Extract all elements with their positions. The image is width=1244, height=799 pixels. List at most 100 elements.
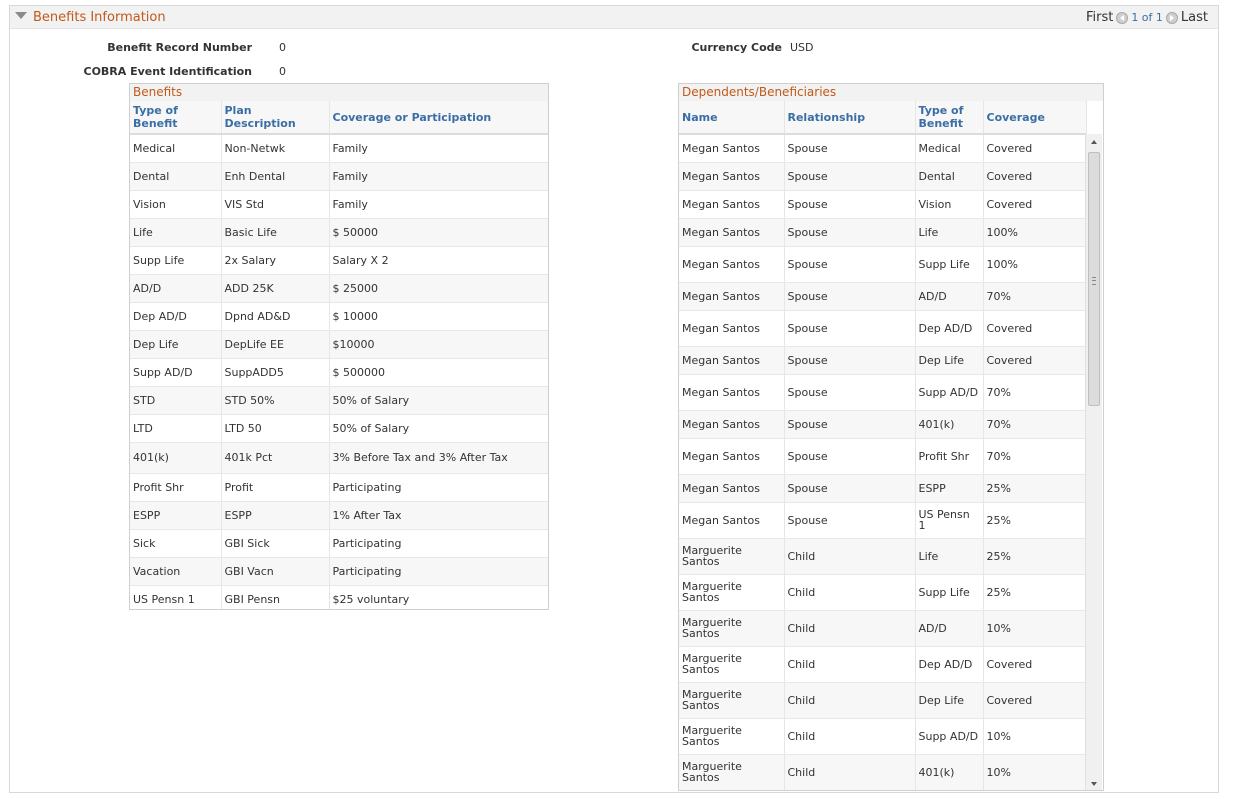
table-cell: Megan Santos	[679, 190, 785, 219]
table-cell: Supp AD/D	[130, 358, 222, 387]
table-cell: DepLife EE	[221, 330, 330, 359]
table-cell: $ 500000	[329, 358, 548, 387]
nav-count: 1 of 1	[1131, 11, 1163, 24]
column-header-coverage[interactable]: Coverage	[983, 101, 1087, 135]
table-cell: Family	[329, 162, 548, 191]
table-row: STD STD 50% 50% of Salary	[130, 386, 548, 415]
table-cell: 10%	[983, 718, 1087, 755]
table-cell: Spouse	[784, 190, 916, 219]
table-cell: 10%	[983, 610, 1087, 647]
scroll-up-icon[interactable]	[1091, 140, 1097, 144]
column-header-type-of-benefit[interactable]: Type of Benefit	[915, 101, 984, 135]
table-cell: Marguerite Santos	[679, 682, 785, 719]
column-header-coverage-or-participation[interactable]: Coverage or Participation	[329, 101, 548, 135]
table-cell: GBI Sick	[221, 529, 330, 558]
table-cell: VIS Std	[221, 190, 330, 219]
table-cell: 70%	[983, 374, 1087, 411]
collapse-arrow-icon[interactable]	[15, 12, 27, 19]
table-cell: Vision	[130, 190, 222, 219]
dependents-scrollbar[interactable]	[1085, 134, 1102, 790]
table-cell: Covered	[983, 646, 1087, 683]
table-cell: STD 50%	[221, 386, 330, 415]
table-cell: Dep Life	[130, 330, 222, 359]
table-cell: Dental	[130, 162, 222, 191]
table-row: Megan Santos Spouse ESPP 25%	[679, 474, 1087, 503]
table-cell: 100%	[983, 246, 1087, 283]
cobra-event-identification-value: 0	[279, 65, 286, 78]
table-cell: Spouse	[784, 310, 916, 347]
scroll-down-icon[interactable]	[1091, 782, 1097, 786]
table-cell: 401(k)	[915, 410, 984, 439]
table-cell: 401(k)	[130, 442, 222, 474]
table-cell: Megan Santos	[679, 134, 785, 163]
table-cell: Dep Life	[915, 682, 984, 719]
table-cell: Dpnd AD&D	[221, 302, 330, 331]
table-row: ESPP ESPP 1% After Tax	[130, 501, 548, 530]
column-header-plan-description[interactable]: Plan Description	[221, 101, 330, 135]
table-row: Megan Santos Spouse Dep AD/D Covered	[679, 310, 1087, 347]
table-row: 401(k) 401k Pct 3% Before Tax and 3% After…	[130, 442, 548, 474]
cobra-event-identification-label: COBRA Event Identification	[83, 65, 253, 78]
column-header-name[interactable]: Name	[679, 101, 785, 135]
table-cell: Basic Life	[221, 218, 330, 247]
section-header: Benefits Information First 1 of 1 Last	[10, 6, 1218, 29]
table-cell: Child	[784, 646, 916, 683]
table-row: Megan Santos Spouse Vision Covered	[679, 190, 1087, 219]
table-cell: 401(k)	[915, 754, 984, 790]
table-cell: Life	[130, 218, 222, 247]
table-cell: Life	[915, 218, 984, 247]
table-cell: Megan Santos	[679, 218, 785, 247]
table-cell: Megan Santos	[679, 310, 785, 347]
column-header-relationship[interactable]: Relationship	[784, 101, 916, 135]
table-cell: 25%	[983, 474, 1087, 503]
table-row: Megan Santos Spouse Life 100%	[679, 218, 1087, 247]
nav-first-label: First	[1085, 10, 1114, 25]
table-row: US Pensn 1 GBI Pensn $25 voluntary	[130, 585, 548, 609]
table-cell: Spouse	[784, 410, 916, 439]
table-row: Supp Life 2x Salary Salary X 2	[130, 246, 548, 275]
table-cell: Spouse	[784, 346, 916, 375]
table-cell: Child	[784, 538, 916, 575]
table-cell: SuppADD5	[221, 358, 330, 387]
table-cell: Non-Netwk	[221, 134, 330, 163]
table-cell: Spouse	[784, 502, 916, 539]
table-row: Megan Santos Spouse Supp AD/D 70%	[679, 374, 1087, 411]
table-cell: 3% Before Tax and 3% After Tax	[329, 442, 548, 474]
table-cell: 25%	[983, 502, 1087, 539]
table-row: AD/D ADD 25K $ 25000	[130, 274, 548, 303]
table-cell: STD	[130, 386, 222, 415]
table-cell: Megan Santos	[679, 474, 785, 503]
table-cell: Supp Life	[915, 246, 984, 283]
column-header-type-of-benefit[interactable]: Type of Benefit	[130, 101, 222, 135]
table-row: Marguerite Santos Child Dep AD/D Covered	[679, 646, 1087, 683]
table-cell: $ 10000	[329, 302, 548, 331]
table-cell: LTD	[130, 414, 222, 443]
table-row: Megan Santos Spouse 401(k) 70%	[679, 410, 1087, 439]
scrollbar-thumb[interactable]	[1088, 152, 1100, 406]
table-cell: 50% of Salary	[329, 386, 548, 415]
table-cell: US Pensn 1	[915, 502, 984, 539]
section-title[interactable]: Benefits Information	[33, 10, 166, 25]
table-cell: Medical	[915, 134, 984, 163]
table-cell: Megan Santos	[679, 438, 785, 475]
table-cell: Megan Santos	[679, 374, 785, 411]
dependents-beneficiaries-grid: Dependents/Beneficiaries Name Relationsh…	[678, 83, 1104, 791]
table-row: Dep Life DepLife EE $10000	[130, 330, 548, 359]
table-cell: 2x Salary	[221, 246, 330, 275]
table-cell: Vision	[915, 190, 984, 219]
table-cell: Child	[784, 682, 916, 719]
table-row: Megan Santos Spouse US Pensn 1 25%	[679, 502, 1087, 539]
table-cell: Child	[784, 610, 916, 647]
table-cell: Covered	[983, 682, 1087, 719]
previous-row-icon[interactable]	[1116, 11, 1129, 24]
table-cell: 25%	[983, 574, 1087, 611]
table-cell: 70%	[983, 282, 1087, 311]
table-cell: Participating	[329, 557, 548, 586]
table-row: Megan Santos Spouse Medical Covered	[679, 134, 1087, 163]
benefits-header-row: Type of Benefit Plan Description Coverag…	[130, 101, 548, 135]
next-row-icon[interactable]	[1165, 11, 1178, 24]
table-cell: Megan Santos	[679, 410, 785, 439]
table-cell: 401k Pct	[221, 442, 330, 474]
table-cell: Vacation	[130, 557, 222, 586]
table-cell: ESPP	[221, 501, 330, 530]
